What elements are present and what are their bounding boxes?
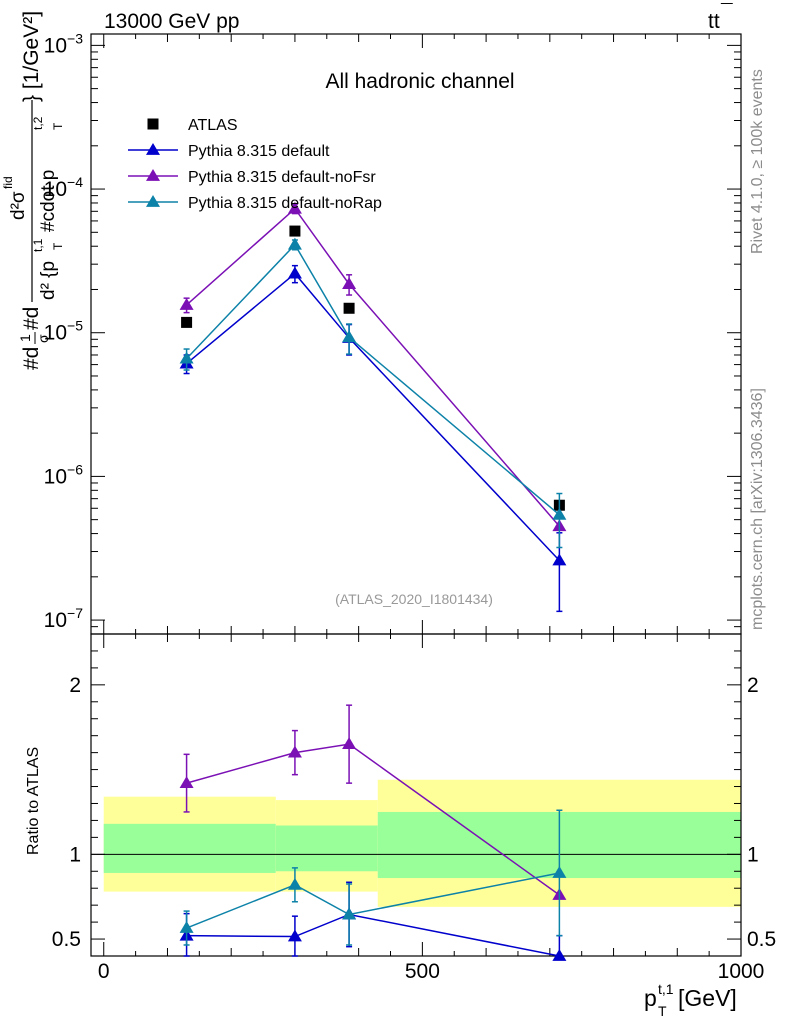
legend-label-noRap: Pythia 8.315 default-noRap bbox=[188, 195, 382, 212]
data-point-atlas bbox=[289, 225, 301, 237]
y-tick-label: 10−5 bbox=[44, 318, 84, 345]
series-atlas bbox=[181, 225, 565, 511]
uncertainty-band-green bbox=[275, 825, 378, 872]
x-axis-label: p t,1 T [GeV] bbox=[644, 981, 737, 1019]
xlabel-unit: [GeV] bbox=[678, 985, 737, 1011]
ratio-y-tick-label-left: 1 bbox=[69, 843, 81, 866]
x-tick-label: 0 bbox=[98, 960, 110, 983]
uncertainty-band-green bbox=[103, 823, 276, 873]
series-line-noFsr bbox=[186, 207, 560, 527]
ratio-y-tick-label-left: 2 bbox=[69, 674, 81, 697]
ratio-point-noRap bbox=[342, 907, 357, 920]
legend: ATLAS Pythia 8.315 default Pythia 8.315 de… bbox=[128, 117, 382, 212]
y-tick-exp: −6 bbox=[67, 461, 83, 477]
ratio-line-default bbox=[186, 913, 560, 957]
data-point-atlas bbox=[181, 316, 193, 328]
ylabel-den-mid: #cdot p bbox=[38, 170, 59, 232]
ylabel-unit: } [1/GeV²] bbox=[20, 11, 43, 102]
main-ylabel: #d 1 σ #d d²σ fid d² {p t,1 T #cdot p t,… bbox=[1, 11, 65, 370]
legend-marker-atlas bbox=[147, 118, 159, 130]
series-line-default bbox=[186, 272, 560, 561]
legend-label-default: Pythia 8.315 default bbox=[188, 143, 330, 160]
ylabel-den-T1: T bbox=[51, 242, 65, 250]
ratio-point-default bbox=[552, 949, 567, 961]
legend-marker-noFsr bbox=[146, 169, 160, 181]
y-tick-label: 10−4 bbox=[44, 174, 84, 201]
legend-marker-default bbox=[146, 143, 160, 155]
data-point-noRap bbox=[179, 351, 194, 364]
ylabel-hash-d: #d bbox=[20, 347, 43, 370]
series-noRap bbox=[179, 237, 567, 549]
xlabel-sub: T bbox=[658, 1003, 667, 1019]
ratio-point-noRap bbox=[287, 877, 302, 890]
ratio-ylabel: Ratio to ATLAS bbox=[25, 747, 42, 855]
ratio-y-tick-label-right: 2 bbox=[747, 674, 759, 697]
ratio-line-noFsr bbox=[186, 743, 560, 896]
ratio-y-tick-label-left: 0.5 bbox=[52, 928, 81, 951]
ylabel-den-t1: t,1 bbox=[31, 238, 45, 252]
y-tick-label: 10−7 bbox=[44, 605, 84, 632]
ratio-point-noRap bbox=[179, 921, 194, 933]
ratio-series-noRap bbox=[179, 809, 567, 946]
ratio-y-tick-label-right: 1 bbox=[747, 843, 759, 866]
data-point-default bbox=[552, 553, 567, 566]
y-tick-exp: −4 bbox=[67, 174, 83, 190]
data-point-noRap bbox=[342, 330, 357, 343]
y-tick-base: 10 bbox=[44, 465, 67, 488]
data-point-atlas bbox=[343, 302, 355, 314]
x-tick-label: 500 bbox=[405, 960, 440, 983]
ratio-point-noRap bbox=[552, 865, 567, 878]
ratio-point-noFsr bbox=[179, 776, 194, 789]
y-tick-label: 10−6 bbox=[44, 461, 84, 488]
data-point-noFsr bbox=[179, 297, 194, 310]
y-tick-exp: −7 bbox=[67, 605, 83, 621]
ylabel-one: 1 bbox=[17, 334, 33, 342]
ratio-frame bbox=[90, 633, 742, 957]
xlabel-sup: t,1 bbox=[658, 981, 674, 997]
y-tick-base: 10 bbox=[44, 34, 67, 57]
data-point-noRap bbox=[287, 237, 302, 250]
header-process-main: tt bbox=[708, 10, 720, 33]
data-point-noFsr bbox=[287, 201, 302, 214]
legend-label-noFsr: Pythia 8.315 default-noFsr bbox=[188, 169, 376, 186]
y-tick-exp: −5 bbox=[67, 318, 83, 334]
ratio-y-tick-label-right: 0.5 bbox=[747, 928, 776, 951]
ylabel-numerator-sup: fid bbox=[1, 176, 15, 189]
header-process-label: tt bbox=[708, 10, 720, 33]
watermark-label: (ATLAS_2020_I1801434) bbox=[335, 591, 493, 607]
ratio-panel: 0.5 0.5 1 1 2 2 0 500 1000 bbox=[52, 633, 776, 983]
ratio-point-default bbox=[287, 929, 302, 942]
ylabel-den-T2: T bbox=[51, 122, 65, 130]
ratio-line-noRap bbox=[186, 872, 560, 929]
xlabel-p: p bbox=[644, 985, 657, 1011]
ylabel-numerator: d²σ bbox=[8, 191, 29, 220]
series-noFsr bbox=[179, 201, 567, 532]
y-tick-exp: −3 bbox=[67, 30, 83, 46]
mcplots-label: mcplots.cern.ch [arXiv:1306.3436] bbox=[749, 388, 766, 630]
legend-marker-noRap bbox=[146, 195, 160, 207]
series-default bbox=[179, 264, 567, 613]
ylabel-sigma: σ bbox=[35, 334, 51, 343]
y-tick-base: 10 bbox=[44, 322, 67, 345]
legend-label-atlas: ATLAS bbox=[188, 117, 238, 134]
ylabel-hash-d-2: #d bbox=[20, 307, 43, 330]
header-process-bar: ¯ bbox=[720, 1, 733, 24]
y-tick-base: 10 bbox=[44, 609, 67, 632]
data-point-noFsr bbox=[342, 277, 357, 289]
chart-title: All hadronic channel bbox=[325, 70, 514, 93]
rivet-label: Rivet 4.1.0, ≥ 100k events bbox=[749, 69, 766, 254]
ratio-point-noFsr bbox=[342, 737, 357, 750]
series-line-noRap bbox=[186, 243, 560, 516]
ylabel-denominator: d² {p bbox=[38, 261, 59, 300]
ratio-point-noFsr bbox=[287, 745, 302, 758]
header-energy-label: 13000 GeV pp bbox=[104, 10, 239, 33]
y-tick-label: 10−3 bbox=[44, 30, 84, 57]
ylabel-den-t2: t,2 bbox=[31, 116, 45, 130]
y-tick-base: 10 bbox=[44, 178, 67, 201]
data-point-default bbox=[287, 266, 302, 279]
data-point-noRap bbox=[552, 507, 567, 520]
x-tick-label: 1000 bbox=[718, 960, 765, 983]
